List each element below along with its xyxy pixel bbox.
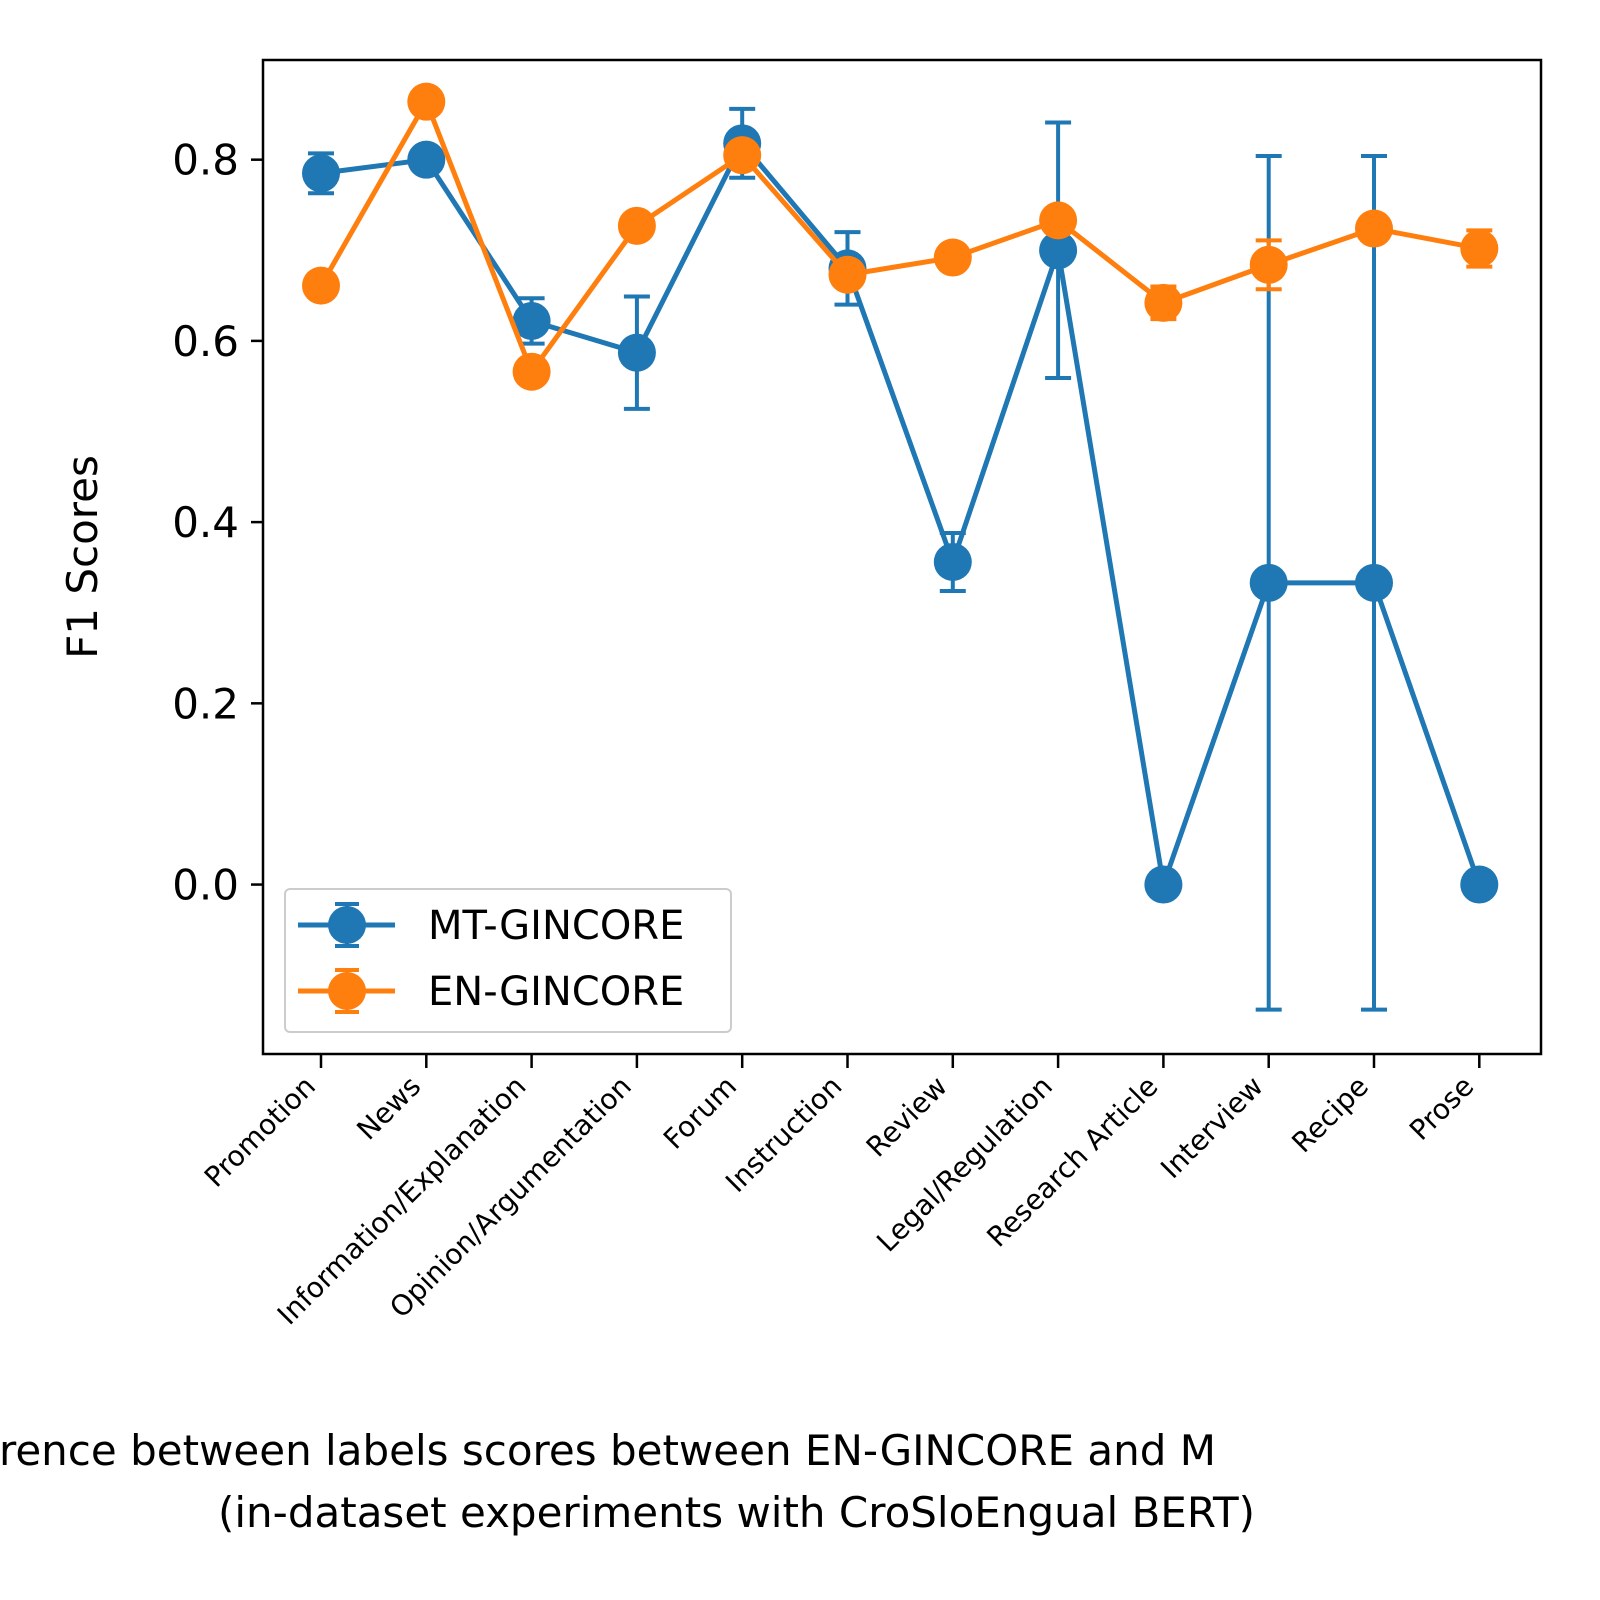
x-axis-label-line1: rence between labels scores between EN-G… <box>0 1426 1216 1475</box>
data-point <box>302 266 340 305</box>
data-point <box>1355 563 1393 602</box>
data-point <box>933 238 972 277</box>
x-axis-label-line2: (in-dataset experiments with CroSloEngua… <box>218 1488 1255 1537</box>
legend-frame <box>284 888 732 1033</box>
data-point <box>1144 865 1183 904</box>
legend-label-mt-gincore: MT-GINCORE <box>428 903 684 949</box>
series-en-gincore <box>302 82 1499 391</box>
x-axis: Promotion NewsInformation/ExplanationOpin… <box>198 1054 1481 1331</box>
legend-label-en-gincore: EN-GINCORE <box>428 969 684 1015</box>
data-point <box>828 255 867 294</box>
y-tick-label: 0.4 <box>172 498 239 547</box>
data-point <box>1460 865 1499 904</box>
series-line <box>318 99 1480 375</box>
data-point <box>1249 245 1288 284</box>
y-tick-label: 0.0 <box>172 861 239 910</box>
y-axis-label: F1 Scores <box>58 455 107 659</box>
legend-item-en-gincore: EN-GINCORE <box>298 968 684 1015</box>
legend-marker-en-gincore <box>328 972 366 1010</box>
x-tick-label: Interview <box>1154 1070 1269 1185</box>
legend: MT-GINCORE EN-GINCORE <box>284 888 732 1033</box>
plot-area <box>302 82 1499 1012</box>
x-tick-label: Prose <box>1403 1070 1480 1147</box>
data-point <box>723 136 762 175</box>
x-tick-label: Forum <box>657 1070 743 1156</box>
y-tick-label: 0.6 <box>172 317 239 366</box>
x-tick-label: Review <box>860 1070 954 1164</box>
data-point <box>407 82 446 121</box>
y-tick-label: 0.8 <box>172 136 239 185</box>
data-point <box>1144 283 1183 322</box>
data-point <box>1249 563 1288 602</box>
data-point <box>512 301 551 340</box>
x-tick-label: Recipe <box>1285 1070 1375 1160</box>
x-tick-label: Legal/Regulation <box>870 1070 1059 1259</box>
data-point <box>1039 201 1078 240</box>
data-point <box>512 352 551 391</box>
y-tick-label: 0.2 <box>172 679 239 728</box>
y-axis: 0.0 0.2 0.4 0.6 0.8 <box>172 136 263 910</box>
data-point <box>933 542 972 581</box>
data-point <box>407 140 446 179</box>
data-point <box>1039 231 1078 270</box>
data-point <box>1460 229 1499 268</box>
data-point <box>1355 209 1393 248</box>
x-tick-label: News <box>350 1070 427 1147</box>
x-tick-label: Promotion <box>198 1070 322 1194</box>
legend-marker-mt-gincore <box>328 906 366 944</box>
data-point <box>617 206 656 245</box>
legend-item-mt-gincore: MT-GINCORE <box>298 902 684 949</box>
axes-frame <box>261 58 1543 1056</box>
data-point <box>617 333 656 372</box>
data-point <box>302 154 340 193</box>
